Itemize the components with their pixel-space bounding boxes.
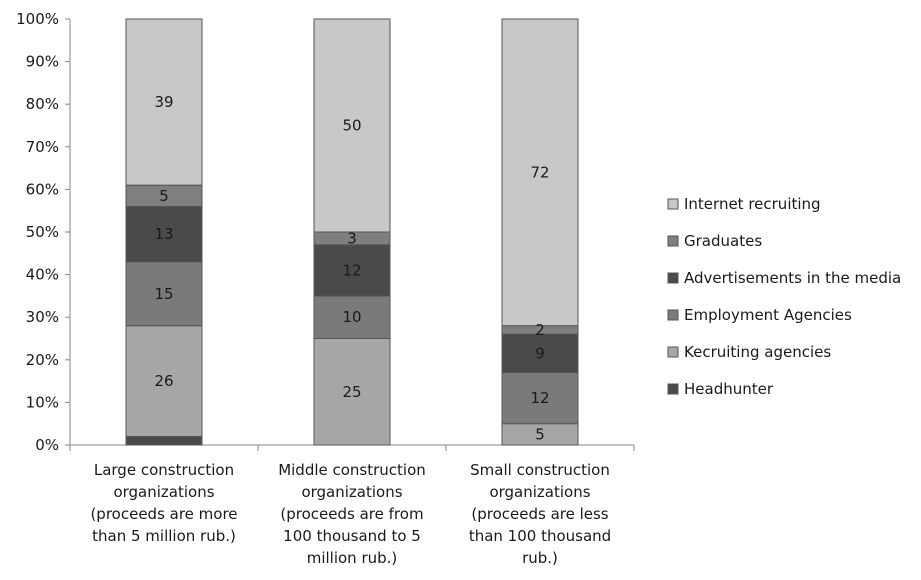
y-tick-label: 20%	[26, 351, 59, 369]
y-tick-label: 40%	[26, 266, 59, 284]
legend-label: Advertisements in the media	[684, 269, 901, 287]
data-label: 3	[347, 229, 357, 247]
data-label: 72	[530, 163, 549, 181]
bar-segment	[125, 205, 203, 263]
bar-segment	[125, 261, 203, 327]
data-label: 50	[342, 117, 361, 135]
axes: 0% 10% 20% 30% 40% 50% 60% 70% 80% 90% 100% Large c…	[16, 10, 635, 567]
data-label: 39	[154, 93, 173, 111]
data-label: 25	[342, 383, 361, 401]
y-tick-label: 100%	[16, 10, 59, 28]
y-tick-label: 50%	[26, 223, 59, 241]
legend-swatch	[667, 383, 679, 395]
bars	[125, 18, 579, 446]
bar-segment	[501, 18, 579, 327]
data-label: 13	[154, 225, 173, 243]
data-label: 15	[154, 285, 173, 303]
legend-swatch	[667, 309, 679, 321]
bar-segment	[501, 372, 579, 425]
y-tick-label: 10%	[26, 393, 59, 411]
data-label: 5	[535, 425, 545, 443]
legend-label: Graduates	[684, 232, 762, 250]
y-tick-label: 60%	[26, 180, 59, 198]
y-tick-label: 70%	[26, 138, 59, 156]
legend-label: Kecruiting agencies	[684, 343, 831, 361]
data-label: 12	[530, 389, 549, 407]
legend-label: Headhunter	[684, 380, 774, 398]
bar-segment	[501, 333, 579, 374]
bar-segment	[125, 325, 203, 437]
data-label: 26	[154, 372, 173, 390]
data-label: 2	[535, 321, 545, 339]
legend-label: Internet recruiting	[684, 195, 821, 213]
data-labels: 26 15 13 5 39 25 10 12 3 50 5 12 9 2 72	[154, 93, 549, 443]
data-label: 9	[535, 344, 545, 362]
bar-segment	[313, 244, 391, 297]
legend-swatch	[667, 346, 679, 358]
category-label: Middle construction organizations (proceed…	[278, 461, 426, 567]
bar-segment	[313, 338, 391, 446]
legend-swatch	[667, 235, 679, 247]
y-tick-label: 80%	[26, 95, 59, 113]
bar-segment	[125, 435, 203, 446]
bar-segment	[125, 18, 203, 186]
legend-swatch	[667, 198, 679, 210]
y-tick-label: 30%	[26, 308, 59, 326]
data-label: 10	[342, 308, 361, 326]
category-label: Small construction organizations (proceeds…	[469, 461, 611, 567]
y-tick-label: 0%	[35, 436, 59, 454]
data-label: 12	[342, 261, 361, 279]
data-label: 5	[159, 187, 169, 205]
category-label: Large construction organizations (proceeds…	[90, 461, 237, 545]
legend: Internet recruiting Graduates Advertisemen…	[667, 195, 901, 398]
y-tick-label: 90%	[26, 53, 59, 71]
bar-segment	[313, 18, 391, 233]
legend-swatch	[667, 272, 679, 284]
legend-label: Employment Agencies	[684, 306, 852, 324]
